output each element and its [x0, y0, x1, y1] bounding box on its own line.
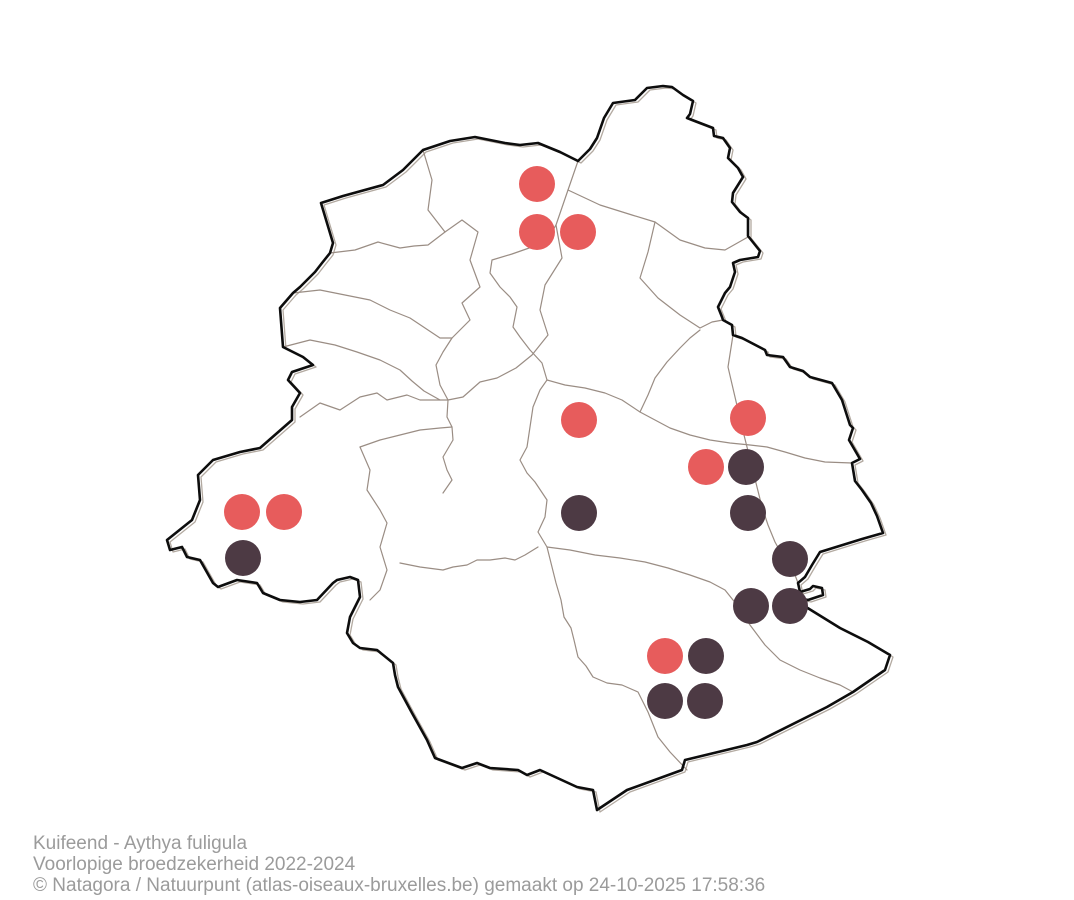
municipal-boundary-line — [399, 546, 539, 571]
region-outline-casing — [169, 87, 894, 813]
observation-dot-confirmed — [730, 495, 766, 531]
caption-species-title: Kuifeend - Aythya fuligula — [33, 833, 248, 854]
observation-dot-probable — [266, 494, 302, 530]
municipal-boundary-line — [359, 446, 388, 601]
map-caption: Kuifeend - Aythya fuligula Voorlopige br… — [33, 833, 765, 896]
municipal-boundary-line — [546, 546, 738, 606]
observation-dot-confirmed — [647, 683, 683, 719]
observation-dot-probable — [519, 166, 555, 202]
municipal-boundary-line — [442, 160, 579, 494]
municipal-boundary-line — [359, 426, 453, 448]
municipal-boundary-line — [546, 379, 853, 464]
observation-dot-probable — [519, 214, 555, 250]
observation-dot-probable — [688, 449, 724, 485]
caption-credit-line: © Natagora / Natuurpunt (atlas-oiseaux-b… — [33, 875, 766, 896]
observation-dot-confirmed — [772, 588, 808, 624]
observation-dot-confirmed — [733, 588, 769, 624]
municipal-boundary-line — [422, 149, 481, 401]
observation-dot-probable — [224, 494, 260, 530]
municipal-boundary-line — [329, 231, 446, 254]
caption-subtitle: Voorlopige broedzekerheid 2022-2024 — [33, 854, 356, 875]
municipal-boundary-line — [489, 224, 688, 771]
municipal-boundary-line — [282, 339, 441, 401]
municipal-boundary-line — [639, 329, 701, 413]
observation-dot-probable — [730, 400, 766, 436]
municipal-boundary-line — [292, 289, 453, 339]
municipal-boundary-line — [299, 392, 449, 418]
observation-dot-probable — [560, 214, 596, 250]
region-outline — [165, 84, 892, 812]
observation-dot-confirmed — [687, 683, 723, 719]
observation-dot-confirmed — [688, 638, 724, 674]
observation-dot-confirmed — [728, 449, 764, 485]
observation-dot-probable — [647, 638, 683, 674]
observation-dot-confirmed — [225, 540, 261, 576]
observation-dot-confirmed — [772, 541, 808, 577]
municipal-boundary-line — [567, 189, 749, 251]
municipal-boundary-line — [736, 604, 854, 693]
municipal-boundary-line — [639, 221, 724, 329]
observation-dot-probable — [561, 402, 597, 438]
observation-dot-confirmed — [561, 495, 597, 531]
